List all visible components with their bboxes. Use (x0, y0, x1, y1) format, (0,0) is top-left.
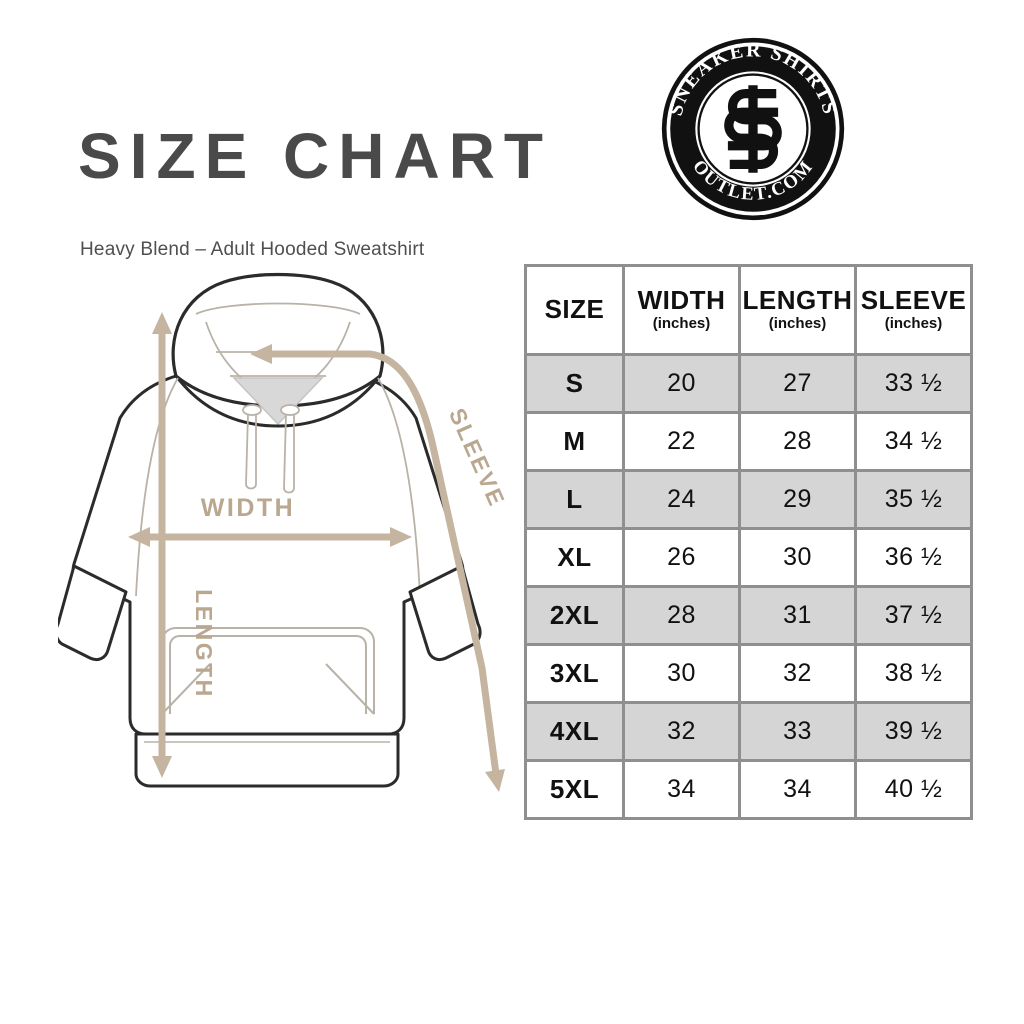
table-row: 3XL 30 32 38 ½ (524, 643, 973, 704)
cell-length: 32 (738, 643, 857, 704)
cell-width: 20 (622, 353, 741, 414)
cell-sleeve: 38 ½ (854, 643, 973, 704)
table-header-row: SIZE WIDTH (inches) LENGTH (inches) SLEE… (524, 264, 973, 356)
column-header-width-unit: (inches) (652, 315, 711, 333)
cell-width: 30 (622, 643, 741, 704)
logo-inner-hairline (697, 73, 809, 185)
cell-size: 5XL (524, 759, 625, 820)
cell-width: 24 (622, 469, 741, 530)
width-measure-arrow (128, 527, 412, 547)
hoodie-diagram-svg: WIDTH LENGTH SLEEVE (58, 272, 511, 792)
cell-size: S (524, 353, 625, 414)
hoodie-diagram: WIDTH LENGTH SLEEVE (58, 266, 528, 836)
logo-monogram (724, 85, 782, 173)
cell-size: L (524, 469, 625, 530)
page-subtitle: Heavy Blend – Adult Hooded Sweatshirt (80, 239, 425, 260)
page-title: SIZE CHART (78, 120, 552, 192)
hoodie-drawstrings (242, 404, 300, 494)
column-header-width: WIDTH (inches) (622, 264, 741, 356)
column-header-length: LENGTH (inches) (738, 264, 857, 356)
size-chart-table: SIZE WIDTH (inches) LENGTH (inches) SLEE… (524, 264, 973, 820)
cell-width: 28 (622, 585, 741, 646)
column-header-sleeve-main: SLEEVE (860, 284, 967, 315)
hoodie-cuffs (58, 564, 482, 662)
cell-sleeve: 36 ½ (854, 527, 973, 588)
sleeve-label: SLEEVE (444, 404, 511, 511)
table-row: 2XL 28 31 37 ½ (524, 585, 973, 646)
cell-length: 34 (738, 759, 857, 820)
hoodie-seam-lines (135, 377, 421, 597)
cell-sleeve: 35 ½ (854, 469, 973, 530)
cell-sleeve: 37 ½ (854, 585, 973, 646)
table-row: M 22 28 34 ½ (524, 411, 973, 472)
table-row: L 24 29 35 ½ (524, 469, 973, 530)
cell-length: 28 (738, 411, 857, 472)
column-header-size: SIZE (524, 264, 625, 356)
column-header-size-main: SIZE (544, 294, 605, 325)
cell-sleeve: 39 ½ (854, 701, 973, 762)
cell-width: 34 (622, 759, 741, 820)
column-header-width-main: WIDTH (637, 284, 726, 315)
cell-sleeve: 34 ½ (854, 411, 973, 472)
brand-logo: SNEAKER SHIRTS OUTLET.COM (660, 36, 846, 222)
hoodie-body-outline (71, 374, 465, 736)
cell-width: 22 (622, 411, 741, 472)
cell-length: 29 (738, 469, 857, 530)
cell-sleeve: 40 ½ (854, 759, 973, 820)
hoodie-hem (134, 732, 400, 788)
cell-width: 26 (622, 527, 741, 588)
length-label: LENGTH (191, 589, 217, 699)
cell-size: 3XL (524, 643, 625, 704)
cell-length: 30 (738, 527, 857, 588)
brand-logo-svg: SNEAKER SHIRTS OUTLET.COM (661, 37, 845, 221)
cell-size: XL (524, 527, 625, 588)
cell-length: 31 (738, 585, 857, 646)
column-header-sleeve-unit: (inches) (884, 315, 943, 333)
cell-length: 33 (738, 701, 857, 762)
hoodie-hood (171, 272, 385, 428)
length-measure-arrow (152, 312, 172, 778)
sleeve-measure-arrow (250, 344, 505, 792)
cell-width: 32 (622, 701, 741, 762)
cell-sleeve: 33 ½ (854, 353, 973, 414)
table-row: 4XL 32 33 39 ½ (524, 701, 973, 762)
cell-size: 4XL (524, 701, 625, 762)
size-chart-table-container: SIZE WIDTH (inches) LENGTH (inches) SLEE… (524, 264, 973, 820)
cell-length: 27 (738, 353, 857, 414)
cell-size: M (524, 411, 625, 472)
column-header-sleeve: SLEEVE (inches) (854, 264, 973, 356)
size-chart-table-body: S 20 27 33 ½ M 22 28 34 ½ L 24 29 35 ½ XL 26 30 36 ½ 2XL… (524, 353, 973, 820)
table-row: XL 26 30 36 ½ (524, 527, 973, 588)
width-label: WIDTH (201, 494, 295, 522)
table-row: S 20 27 33 ½ (524, 353, 973, 414)
column-header-length-unit: (inches) (768, 315, 827, 333)
column-header-length-main: LENGTH (742, 284, 853, 315)
table-row: 5XL 34 34 40 ½ (524, 759, 973, 820)
cell-size: 2XL (524, 585, 625, 646)
